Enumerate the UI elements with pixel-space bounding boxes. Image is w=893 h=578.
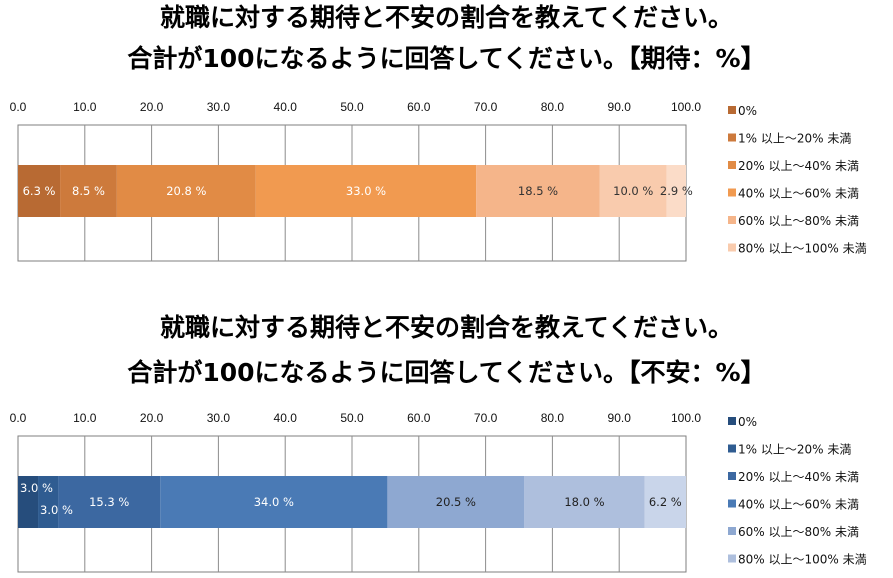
x-tick-label: 100.0 [671, 100, 701, 114]
bar-segment [18, 165, 61, 217]
data-label: 18.5 % [518, 184, 558, 198]
legend-swatch [728, 106, 736, 114]
anxiety-chart: 0.0 10.0 20.0 30.0 40.0 50.0 60.0 70.0 80.0 90.0 1… [10, 411, 867, 573]
x-tick-label: 70.0 [474, 100, 498, 114]
x-tick-label: 40.0 [274, 100, 298, 114]
x-tick-label: 20.0 [140, 100, 164, 114]
x-tick-label: 40.0 [274, 411, 298, 425]
x-tick-label: 30.0 [207, 100, 231, 114]
expectation-chart: 0.0 10.0 20.0 30.0 40.0 50.0 60.0 70.0 80.0 90.0 1… [10, 100, 867, 262]
bar-segment [666, 165, 686, 217]
legend-label: 80% 以上～100% 未満 [738, 242, 867, 256]
x-tick-label: 100.0 [671, 411, 701, 425]
legend-label: 20% 以上～40% 未満 [738, 159, 859, 173]
x-tick-label: 90.0 [608, 100, 632, 114]
legend-swatch [728, 554, 736, 563]
legend-swatch [728, 499, 736, 508]
x-tick-label: 30.0 [207, 411, 231, 425]
chart1-title-line2: 合計が100になるように回答してください。【期待：%】 [127, 44, 766, 73]
x-tick-label: 90.0 [608, 411, 632, 425]
legend-swatch [728, 417, 736, 425]
data-label: 8.5 % [72, 184, 105, 198]
legend-label: 40% 以上～60% 未満 [738, 187, 859, 201]
x-tick-label: 0.0 [10, 100, 27, 114]
data-label: 18.0 % [564, 495, 604, 509]
bar-segment [599, 165, 667, 217]
data-label: 6.2 % [649, 495, 682, 509]
bar-segment [58, 476, 161, 528]
x-tick-label: 10.0 [73, 411, 97, 425]
data-label: 2.9 % [660, 184, 693, 198]
data-label: 3.0 % [40, 503, 73, 517]
legend-label: 40% 以上～60% 未満 [738, 498, 859, 512]
bar-segment [476, 165, 600, 217]
data-label: 3.0 % [20, 481, 53, 495]
legend-label: 80% 以上～100% 未満 [738, 553, 867, 567]
bar-segment [160, 476, 388, 528]
legend-label: 60% 以上～80% 未満 [738, 214, 859, 228]
legend-label: 20% 以上～40% 未満 [738, 470, 859, 484]
legend-label: 0% [738, 415, 757, 429]
bar-segment [60, 165, 117, 217]
x-tick-label: 60.0 [407, 411, 431, 425]
data-label: 34.0 % [254, 495, 294, 509]
legend-swatch [728, 527, 736, 535]
legend-swatch [728, 161, 736, 169]
x-tick-label: 60.0 [407, 100, 431, 114]
legend-swatch [728, 188, 736, 197]
x-tick-label: 80.0 [541, 411, 565, 425]
x-tick-label: 70.0 [474, 411, 498, 425]
bar-segment [524, 476, 645, 528]
x-tick-label: 20.0 [140, 411, 164, 425]
legend-swatch [728, 444, 736, 453]
data-label: 15.3 % [89, 495, 129, 509]
legend-swatch [728, 472, 736, 480]
legend-label: 1% 以上～20% 未満 [738, 443, 851, 457]
legend-swatch [728, 133, 736, 142]
legend-label: 0% [738, 104, 757, 118]
legend-label: 1% 以上～20% 未満 [738, 132, 851, 146]
bar-segment [255, 165, 477, 217]
bar-segment [38, 476, 59, 528]
x-tick-label: 80.0 [541, 100, 565, 114]
legend-swatch [728, 243, 736, 252]
data-label: 10.0 % [613, 184, 653, 198]
chart2-title-line1: 就職に対する期待と不安の割合を教えてください。 [159, 313, 733, 342]
data-label: 33.0 % [346, 184, 386, 198]
data-label: 20.8 % [166, 184, 206, 198]
bar-segment [644, 476, 686, 528]
bar-segment [18, 476, 39, 528]
chart1-title-line1: 就職に対する期待と不安の割合を教えてください。 [159, 3, 733, 32]
x-tick-label: 50.0 [340, 100, 364, 114]
legend-label: 60% 以上～80% 未満 [738, 525, 859, 539]
x-tick-label: 0.0 [10, 411, 27, 425]
bar-segment [116, 165, 256, 217]
data-label: 20.5 % [436, 495, 476, 509]
data-label: 6.3 % [23, 184, 56, 198]
chart2-title-line2: 合計が100になるように回答してください。【不安：%】 [127, 358, 766, 387]
x-tick-label: 50.0 [340, 411, 364, 425]
x-tick-label: 10.0 [73, 100, 97, 114]
legend-swatch [728, 216, 736, 224]
bar-segment [387, 476, 525, 528]
